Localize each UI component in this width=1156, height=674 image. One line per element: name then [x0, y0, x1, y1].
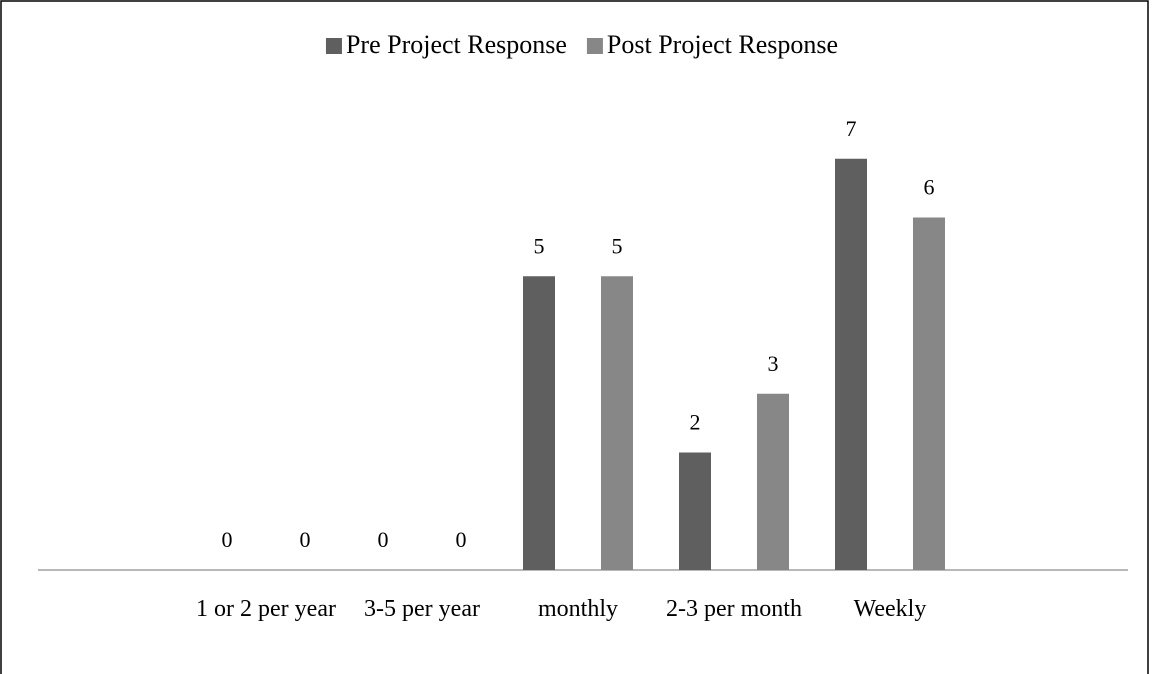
data-label: 0 [456, 527, 467, 552]
x-tick-label: 3-5 per year [364, 596, 480, 622]
data-label: 5 [534, 233, 545, 258]
data-label: 5 [612, 233, 623, 258]
data-label: 0 [378, 527, 389, 552]
bar [679, 452, 711, 570]
data-label: 3 [768, 351, 779, 376]
bar [523, 276, 555, 570]
data-label: 0 [300, 527, 311, 552]
x-tick-label: 2-3 per month [666, 596, 802, 622]
x-tick-label: 1 or 2 per year [196, 596, 336, 622]
x-tick-label: Weekly [853, 596, 927, 622]
legend-label: Post Project Response [607, 30, 838, 59]
legend-swatch [586, 38, 603, 54]
bar [601, 276, 633, 570]
bar [913, 217, 945, 570]
data-label: 6 [924, 175, 935, 200]
data-label: 7 [846, 116, 857, 141]
x-tick-label: monthly [537, 596, 618, 622]
bar [835, 158, 867, 570]
legend-label: Pre Project Response [346, 30, 567, 59]
data-label: 0 [222, 527, 233, 552]
bar [757, 393, 789, 570]
legend-swatch [325, 38, 342, 54]
data-label: 2 [690, 410, 701, 435]
